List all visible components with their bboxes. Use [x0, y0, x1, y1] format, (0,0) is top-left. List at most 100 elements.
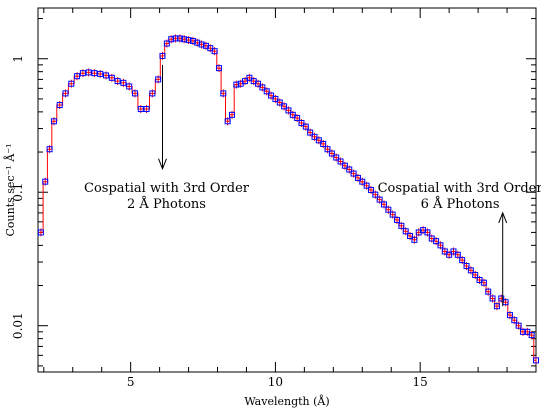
- y-tick-label: 1: [11, 55, 25, 63]
- point-marker: [215, 65, 222, 72]
- plot-frame: [37, 7, 537, 373]
- point-marker: [324, 146, 331, 153]
- data-point: [519, 327, 526, 336]
- data-point: [108, 73, 115, 82]
- point-marker: [298, 120, 305, 127]
- point-marker: [189, 37, 196, 44]
- point-marker: [359, 178, 366, 185]
- point-marker: [511, 317, 518, 324]
- point-marker: [255, 80, 262, 87]
- point-marker: [372, 191, 379, 198]
- point-marker: [137, 106, 144, 113]
- point-marker: [62, 90, 69, 97]
- data-point: [198, 40, 205, 49]
- point-marker: [515, 322, 522, 329]
- data-point: [194, 38, 201, 47]
- tick-labels: 5 10 15 0.01 0.1 1: [11, 55, 428, 389]
- data-point: [155, 75, 162, 84]
- point-marker: [407, 232, 414, 239]
- point-marker: [194, 39, 201, 46]
- data-point: [294, 113, 301, 122]
- point-marker: [159, 52, 166, 59]
- data-point: [433, 237, 440, 246]
- data-point: [131, 89, 138, 98]
- data-point: [359, 177, 366, 186]
- data-point: [228, 110, 235, 119]
- data-point: [324, 145, 331, 154]
- annotation-text: 2 Å Photons: [127, 196, 206, 212]
- data-point: [285, 106, 292, 115]
- point-marker: [68, 80, 75, 87]
- point-marker: [143, 106, 150, 113]
- point-marker: [294, 114, 301, 121]
- data-point: [446, 250, 453, 259]
- data-point: [311, 132, 318, 141]
- point-marker: [74, 73, 81, 80]
- data-point: [407, 231, 414, 240]
- point-marker: [315, 137, 322, 144]
- data-point: [85, 68, 92, 77]
- data-point: [114, 77, 121, 86]
- data-point: [389, 210, 396, 219]
- point-marker: [276, 99, 283, 106]
- data-point: [480, 278, 487, 287]
- data-point: [126, 82, 133, 91]
- data-point: [289, 110, 296, 119]
- point-marker: [120, 79, 127, 86]
- point-marker: [380, 201, 387, 208]
- data-point: [320, 139, 327, 148]
- data-point: [333, 153, 340, 162]
- point-marker: [103, 72, 110, 79]
- data-point: [341, 161, 348, 170]
- data-point: [215, 64, 222, 73]
- data-point: [185, 36, 192, 45]
- data-point: [143, 105, 150, 114]
- point-marker: [42, 178, 49, 185]
- point-marker: [437, 242, 444, 249]
- data-point: [103, 71, 110, 80]
- point-marker: [389, 211, 396, 218]
- data-point: [337, 157, 344, 166]
- data-point: [363, 181, 370, 190]
- data-point: [472, 270, 479, 279]
- data-point: [450, 247, 457, 256]
- data-point: [224, 117, 231, 126]
- point-marker: [198, 41, 205, 48]
- data-point: [62, 89, 69, 98]
- y-tick-label: 0.1: [11, 183, 25, 202]
- point-marker: [346, 166, 353, 173]
- x-tick-label: 5: [127, 375, 135, 389]
- data-point: [437, 241, 444, 250]
- data-point: [315, 136, 322, 145]
- data-point: [246, 73, 253, 82]
- point-marker: [224, 118, 231, 125]
- data-point: [298, 119, 305, 128]
- point-marker: [307, 129, 314, 136]
- data-point: [172, 34, 179, 43]
- data-point: [511, 316, 518, 325]
- point-marker: [259, 84, 266, 91]
- point-marker: [185, 37, 192, 44]
- point-marker: [281, 103, 288, 110]
- point-marker: [311, 133, 318, 140]
- point-marker: [506, 312, 513, 319]
- data-point: [350, 169, 357, 178]
- data-point: [46, 145, 53, 154]
- point-marker: [211, 48, 218, 55]
- point-marker: [320, 140, 327, 147]
- point-marker: [131, 90, 138, 97]
- data-point: [394, 215, 401, 224]
- point-marker: [450, 248, 457, 255]
- data-point: [528, 331, 535, 340]
- data-point: [211, 47, 218, 56]
- point-marker: [272, 95, 279, 102]
- point-marker: [441, 248, 448, 255]
- x-axis-title: Wavelength (Å): [244, 394, 329, 408]
- point-marker: [424, 229, 431, 236]
- data-point: [159, 51, 166, 60]
- data-point: [259, 83, 266, 92]
- point-marker: [459, 257, 466, 264]
- data-point: [424, 228, 431, 237]
